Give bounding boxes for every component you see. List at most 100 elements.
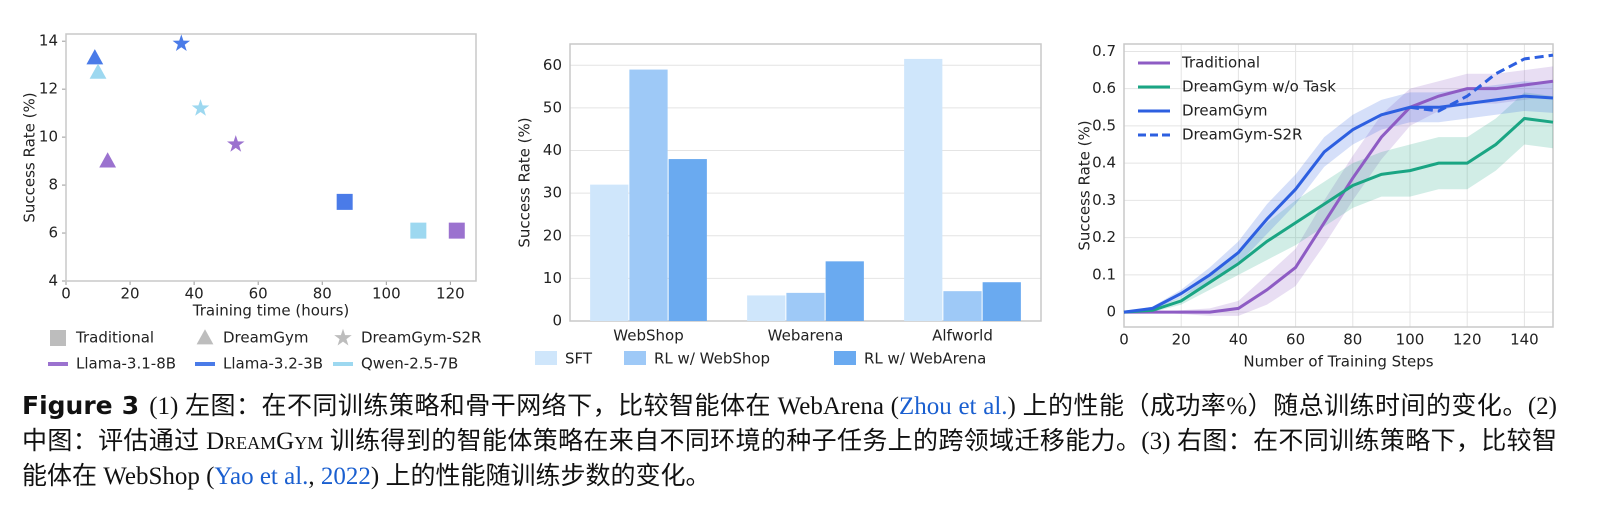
legend-label: RL w/ WebShop — [654, 350, 770, 368]
x-tick-label: 60 — [249, 285, 268, 303]
y-tick-label: 40 — [543, 141, 562, 159]
y-axis-label: Success Rate (%) — [516, 117, 534, 247]
y-tick-label: 14 — [39, 32, 58, 50]
y-tick-label: 10 — [543, 269, 562, 287]
x-tick-label: 80 — [1343, 331, 1362, 349]
bar — [825, 261, 864, 321]
caption-label: Figure 3 — [22, 391, 140, 420]
x-tick-label: 20 — [121, 285, 140, 303]
y-axis-label: Success Rate (%) — [21, 92, 39, 222]
point — [172, 34, 191, 52]
legend-label: Traditional — [1181, 54, 1260, 72]
legend-label: Llama-3.2-3B — [223, 355, 323, 373]
citation-link[interactable]: Zhou et al. — [898, 393, 1008, 420]
legend-marker — [334, 328, 352, 346]
y-tick-label: 0.5 — [1092, 116, 1116, 134]
y-tick-label: 0 — [1106, 303, 1116, 321]
x-tick-label: 100 — [1396, 331, 1425, 349]
x-tick-label: Webarena — [768, 327, 844, 345]
x-tick-label: 60 — [1286, 331, 1305, 349]
x-axis-label: Number of Training Steps — [1243, 353, 1433, 371]
caption-text: ) 上的性能（成功率%）随总训练时间的变化。(2) 中图：评估通过 — [22, 393, 1557, 455]
caption-text: , — [308, 463, 321, 490]
x-tick-label: 40 — [1229, 331, 1248, 349]
x-tick-label: 80 — [313, 285, 332, 303]
point — [86, 49, 104, 65]
caption-text: ) 上的性能随训练步数的变化。 — [370, 463, 711, 490]
line — [1409, 53, 1554, 113]
bar — [629, 69, 668, 321]
citation-link[interactable]: 2022 — [320, 463, 371, 490]
legend-label: DreamGym-S2R — [361, 329, 481, 347]
citation-link[interactable]: Yao et al. — [214, 463, 309, 490]
legend-label: SFT — [565, 350, 593, 368]
y-tick-label: 0.2 — [1092, 228, 1116, 246]
caption: Figure 3 (1) 左图：在不同训练策略和骨干网络下，比较智能体在 WebA… — [22, 388, 1557, 494]
legend-marker — [50, 330, 66, 346]
line — [1123, 116, 1554, 314]
y-tick-label: 0.6 — [1092, 79, 1116, 97]
point — [191, 99, 210, 116]
y-tick-label: 20 — [543, 226, 562, 244]
x-tick-label: 100 — [372, 285, 401, 303]
bar — [786, 292, 825, 321]
point — [227, 135, 245, 152]
y-tick-label: 0 — [552, 312, 562, 330]
bar — [747, 295, 786, 321]
x-tick-label: 0 — [61, 285, 71, 303]
point — [448, 222, 465, 239]
bar — [904, 58, 943, 322]
legend-label: DreamGym w/o Task — [1182, 78, 1336, 96]
error-band — [1124, 66, 1553, 316]
point — [89, 63, 107, 79]
x-tick-label: WebShop — [613, 327, 683, 345]
bar — [668, 159, 707, 321]
legend-label: Llama-3.1-8B — [76, 355, 176, 373]
y-tick-label: 8 — [48, 176, 58, 194]
bar — [982, 282, 1021, 321]
caption-text: (1) 左图：在不同训练策略和骨干网络下，比较智能体在 WebArena ( — [149, 393, 899, 420]
y-tick-label: 0.7 — [1092, 42, 1116, 60]
point — [336, 193, 353, 210]
legend-patch — [834, 351, 856, 365]
x-tick-label: 0 — [1119, 331, 1129, 349]
x-tick-label: 40 — [185, 285, 204, 303]
line — [1124, 79, 1554, 314]
legend-patch — [535, 351, 557, 365]
caption-text: 训练得到的智能体策略在来自不同环境的种子任务上的跨领域迁移能力。(3) 右图：在… — [22, 428, 1557, 490]
legend-label: RL w/ WebArena — [864, 350, 986, 368]
legend-label: DreamGym — [223, 329, 309, 347]
x-tick-label: 120 — [436, 285, 465, 303]
plot-frame — [1123, 43, 1554, 328]
x-tick-label: Alfworld — [932, 327, 993, 345]
y-tick-label: 30 — [543, 184, 562, 202]
legend-label: DreamGym-S2R — [1182, 126, 1302, 144]
method-name: DreamGym — [206, 428, 324, 455]
x-tick-label: 140 — [1510, 331, 1539, 349]
plot-frame — [65, 33, 477, 282]
point — [99, 152, 117, 168]
y-tick-label: 0.4 — [1092, 154, 1116, 172]
legend-label: Qwen-2.5-7B — [361, 355, 458, 373]
x-axis-label: Training time (hours) — [192, 302, 350, 320]
x-tick-label: 120 — [1453, 331, 1482, 349]
legend-label: Traditional — [75, 329, 154, 347]
y-axis-label: Success Rate (%) — [1076, 120, 1094, 250]
y-tick-label: 6 — [48, 224, 58, 242]
line — [1123, 94, 1554, 314]
x-tick-label: 20 — [1172, 331, 1191, 349]
bar — [943, 291, 982, 321]
legend-label: DreamGym — [1182, 102, 1268, 120]
y-tick-label: 10 — [39, 128, 58, 146]
legend-patch — [624, 351, 646, 365]
y-tick-label: 50 — [543, 98, 562, 116]
error-band — [1124, 81, 1553, 313]
y-tick-label: 4 — [48, 272, 58, 290]
y-tick-label: 0.1 — [1092, 265, 1116, 283]
point — [410, 222, 427, 239]
legend-marker — [196, 329, 214, 345]
y-tick-label: 0.3 — [1092, 191, 1116, 209]
y-tick-label: 12 — [39, 80, 58, 98]
